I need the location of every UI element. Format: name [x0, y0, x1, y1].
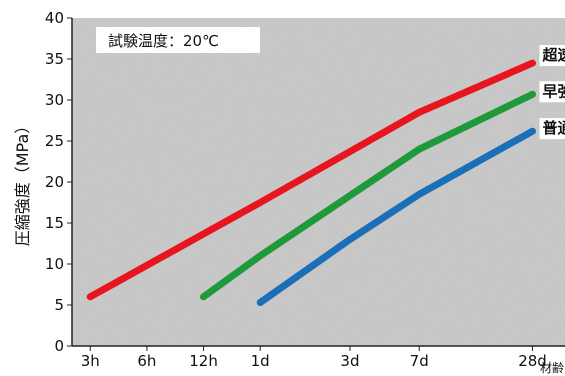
- axes: 0 5 10 15 20 25 30 35 40 3h 6h 12h 1d 3d 7d 28d: [45, 9, 565, 370]
- annotation-background: [96, 27, 260, 53]
- x-tick-label: 3d: [340, 352, 359, 370]
- annotation-box: 試験温度：20℃: [96, 27, 260, 53]
- labels-layer: 超速硬型早強型普通型: [539, 45, 565, 140]
- series-label-bg: [539, 81, 565, 103]
- series-line-2: [200, 90, 536, 301]
- x-tick-label: 7d: [410, 352, 429, 370]
- series-layer: [86, 59, 536, 306]
- y-tick-label: 0: [54, 337, 64, 355]
- y-tick-label: 30: [45, 91, 64, 109]
- y-tick-label: 25: [45, 132, 64, 150]
- x-tick-label: 28d: [518, 352, 547, 370]
- y-tick-label: 15: [45, 214, 64, 232]
- y-tick-label: 5: [54, 296, 64, 314]
- y-tick-label: 10: [45, 255, 64, 273]
- y-tick-label: 20: [45, 173, 64, 191]
- plot-area: [72, 18, 565, 346]
- y-tick-label: 35: [45, 50, 64, 68]
- x-tick-label: 3h: [81, 352, 100, 370]
- series-label-3: 普通型: [543, 119, 565, 137]
- series-line-3: [256, 127, 536, 306]
- annotation-text: 試験温度：20℃: [108, 32, 219, 50]
- x-tick-label: 12h: [189, 352, 218, 370]
- plot-background: [72, 18, 565, 346]
- y-tick-label: 40: [45, 9, 64, 27]
- x-axis-label: 材齢: [540, 360, 564, 375]
- series-label-1: 超速硬型: [542, 46, 565, 64]
- series-label-bg: [539, 118, 565, 140]
- x-tick-label: 6h: [137, 352, 156, 370]
- series-label-bg: [539, 45, 565, 67]
- series-line-1: [86, 59, 536, 301]
- series-label-2: 早強型: [543, 82, 565, 100]
- y-axis-label: 圧縮強度（MPa）: [13, 118, 32, 247]
- x-tick-label: 1d: [251, 352, 270, 370]
